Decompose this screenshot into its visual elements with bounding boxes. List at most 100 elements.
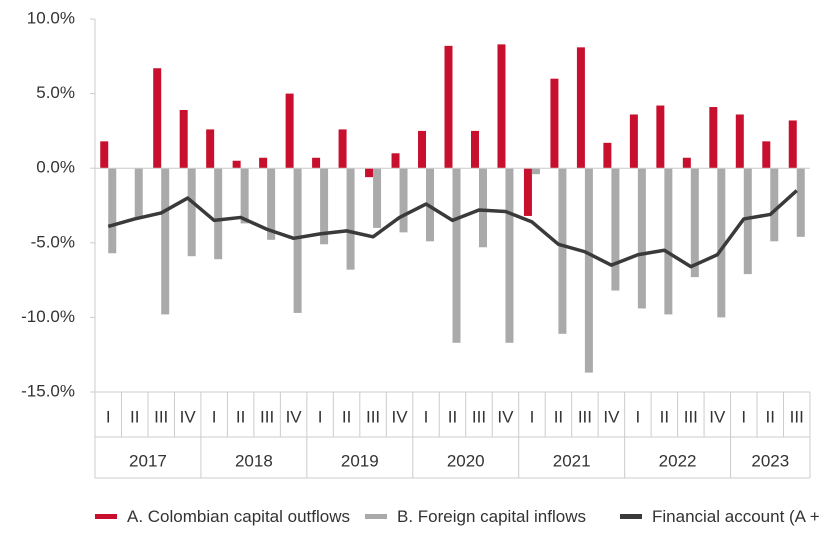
y-tick-label: -5.0%	[31, 232, 75, 251]
bar	[762, 141, 771, 169]
x-tick-label: I	[424, 407, 429, 426]
x-tick-label: II	[554, 407, 563, 426]
year-label: 2018	[235, 451, 273, 470]
bar	[153, 68, 162, 169]
bar	[187, 168, 196, 257]
x-tick-label: III	[578, 407, 592, 426]
line	[107, 189, 798, 269]
x-tick-label: II	[448, 407, 457, 426]
bar	[478, 168, 487, 248]
x-tick-label: II	[766, 407, 775, 426]
year-label: 2023	[751, 451, 789, 470]
bar	[161, 168, 170, 315]
legend-swatch	[620, 514, 642, 519]
bar	[108, 168, 117, 254]
bar	[452, 168, 461, 343]
x-tick-label: IV	[709, 407, 726, 426]
bar	[391, 153, 400, 169]
bar	[629, 114, 638, 169]
bar	[444, 45, 453, 169]
x-tick-label: I	[106, 407, 111, 426]
legend-swatch	[95, 514, 117, 519]
year-label: 2017	[129, 451, 167, 470]
legend-label: A. Colombian capital outflows	[127, 507, 351, 526]
bar	[214, 168, 223, 260]
bar	[100, 141, 109, 169]
bar	[240, 168, 249, 224]
bar	[531, 168, 540, 175]
bar	[267, 168, 276, 240]
bar	[418, 130, 427, 169]
bar	[709, 107, 718, 169]
bar	[373, 168, 382, 228]
year-label: 2022	[659, 451, 697, 470]
chart: -15.0%-10.0%-5.0%0.0%5.0%10.0%I II III IV20…	[21, 8, 811, 479]
bar	[637, 168, 646, 309]
bar	[259, 157, 268, 169]
legend-item: B. Foreign capital inflows	[365, 506, 607, 527]
bar	[656, 105, 665, 169]
bar	[603, 142, 612, 169]
bar	[293, 168, 302, 313]
legend-swatch	[365, 514, 387, 519]
bar	[346, 168, 355, 270]
bar	[399, 168, 408, 233]
bar	[134, 168, 143, 218]
bar	[179, 110, 188, 169]
bar	[497, 44, 506, 169]
bar	[743, 168, 752, 275]
x-tick-label: I	[530, 407, 535, 426]
legend-label: Financial account (A + B)	[652, 507, 824, 526]
x-tick-label: IV	[180, 407, 197, 426]
year-label: 2020	[447, 451, 485, 470]
x-tick-label: I	[212, 407, 217, 426]
y-tick-label: 0.0%	[36, 158, 75, 177]
bar	[717, 168, 726, 318]
x-tick-label: III	[366, 407, 380, 426]
y-tick-label: -15.0%	[21, 381, 75, 400]
bar	[796, 168, 805, 237]
y-tick-label: -10.0%	[21, 307, 75, 326]
year-label: 2019	[341, 451, 379, 470]
bar	[788, 120, 797, 169]
legend-item: Financial account (A + B)	[620, 506, 824, 527]
x-tick-label: IV	[603, 407, 620, 426]
bar	[611, 168, 620, 291]
bar	[664, 168, 673, 315]
bar	[206, 129, 215, 169]
bar	[584, 168, 593, 373]
bar	[735, 114, 744, 169]
y-tick-label: 10.0%	[27, 8, 75, 27]
x-tick-label: III	[684, 407, 698, 426]
x-tick-label: II	[236, 407, 245, 426]
x-tick-label: IV	[286, 407, 303, 426]
bar	[312, 157, 321, 169]
bar	[682, 157, 691, 169]
bar	[285, 93, 294, 169]
legend-label: B. Foreign capital inflows	[397, 507, 586, 526]
x-tick-label: IV	[497, 407, 514, 426]
bar	[470, 130, 479, 169]
x-tick-label: III	[260, 407, 274, 426]
x-tick-label: II	[342, 407, 351, 426]
x-tick-label: I	[636, 407, 641, 426]
x-tick-label: II	[660, 407, 669, 426]
x-tick-label: III	[154, 407, 168, 426]
bar	[365, 168, 374, 178]
x-tick-label: III	[790, 407, 804, 426]
x-tick-label: IV	[392, 407, 409, 426]
x-tick-label: II	[130, 407, 139, 426]
x-tick-label: III	[472, 407, 486, 426]
bar	[690, 168, 699, 278]
bar	[576, 47, 585, 169]
bar	[338, 129, 347, 169]
bar	[320, 168, 329, 245]
y-tick-label: 5.0%	[36, 83, 75, 102]
bar	[232, 160, 241, 169]
bar	[550, 78, 559, 169]
bar	[558, 168, 567, 334]
bar	[770, 168, 779, 242]
x-tick-label: I	[741, 407, 746, 426]
year-label: 2021	[553, 451, 591, 470]
